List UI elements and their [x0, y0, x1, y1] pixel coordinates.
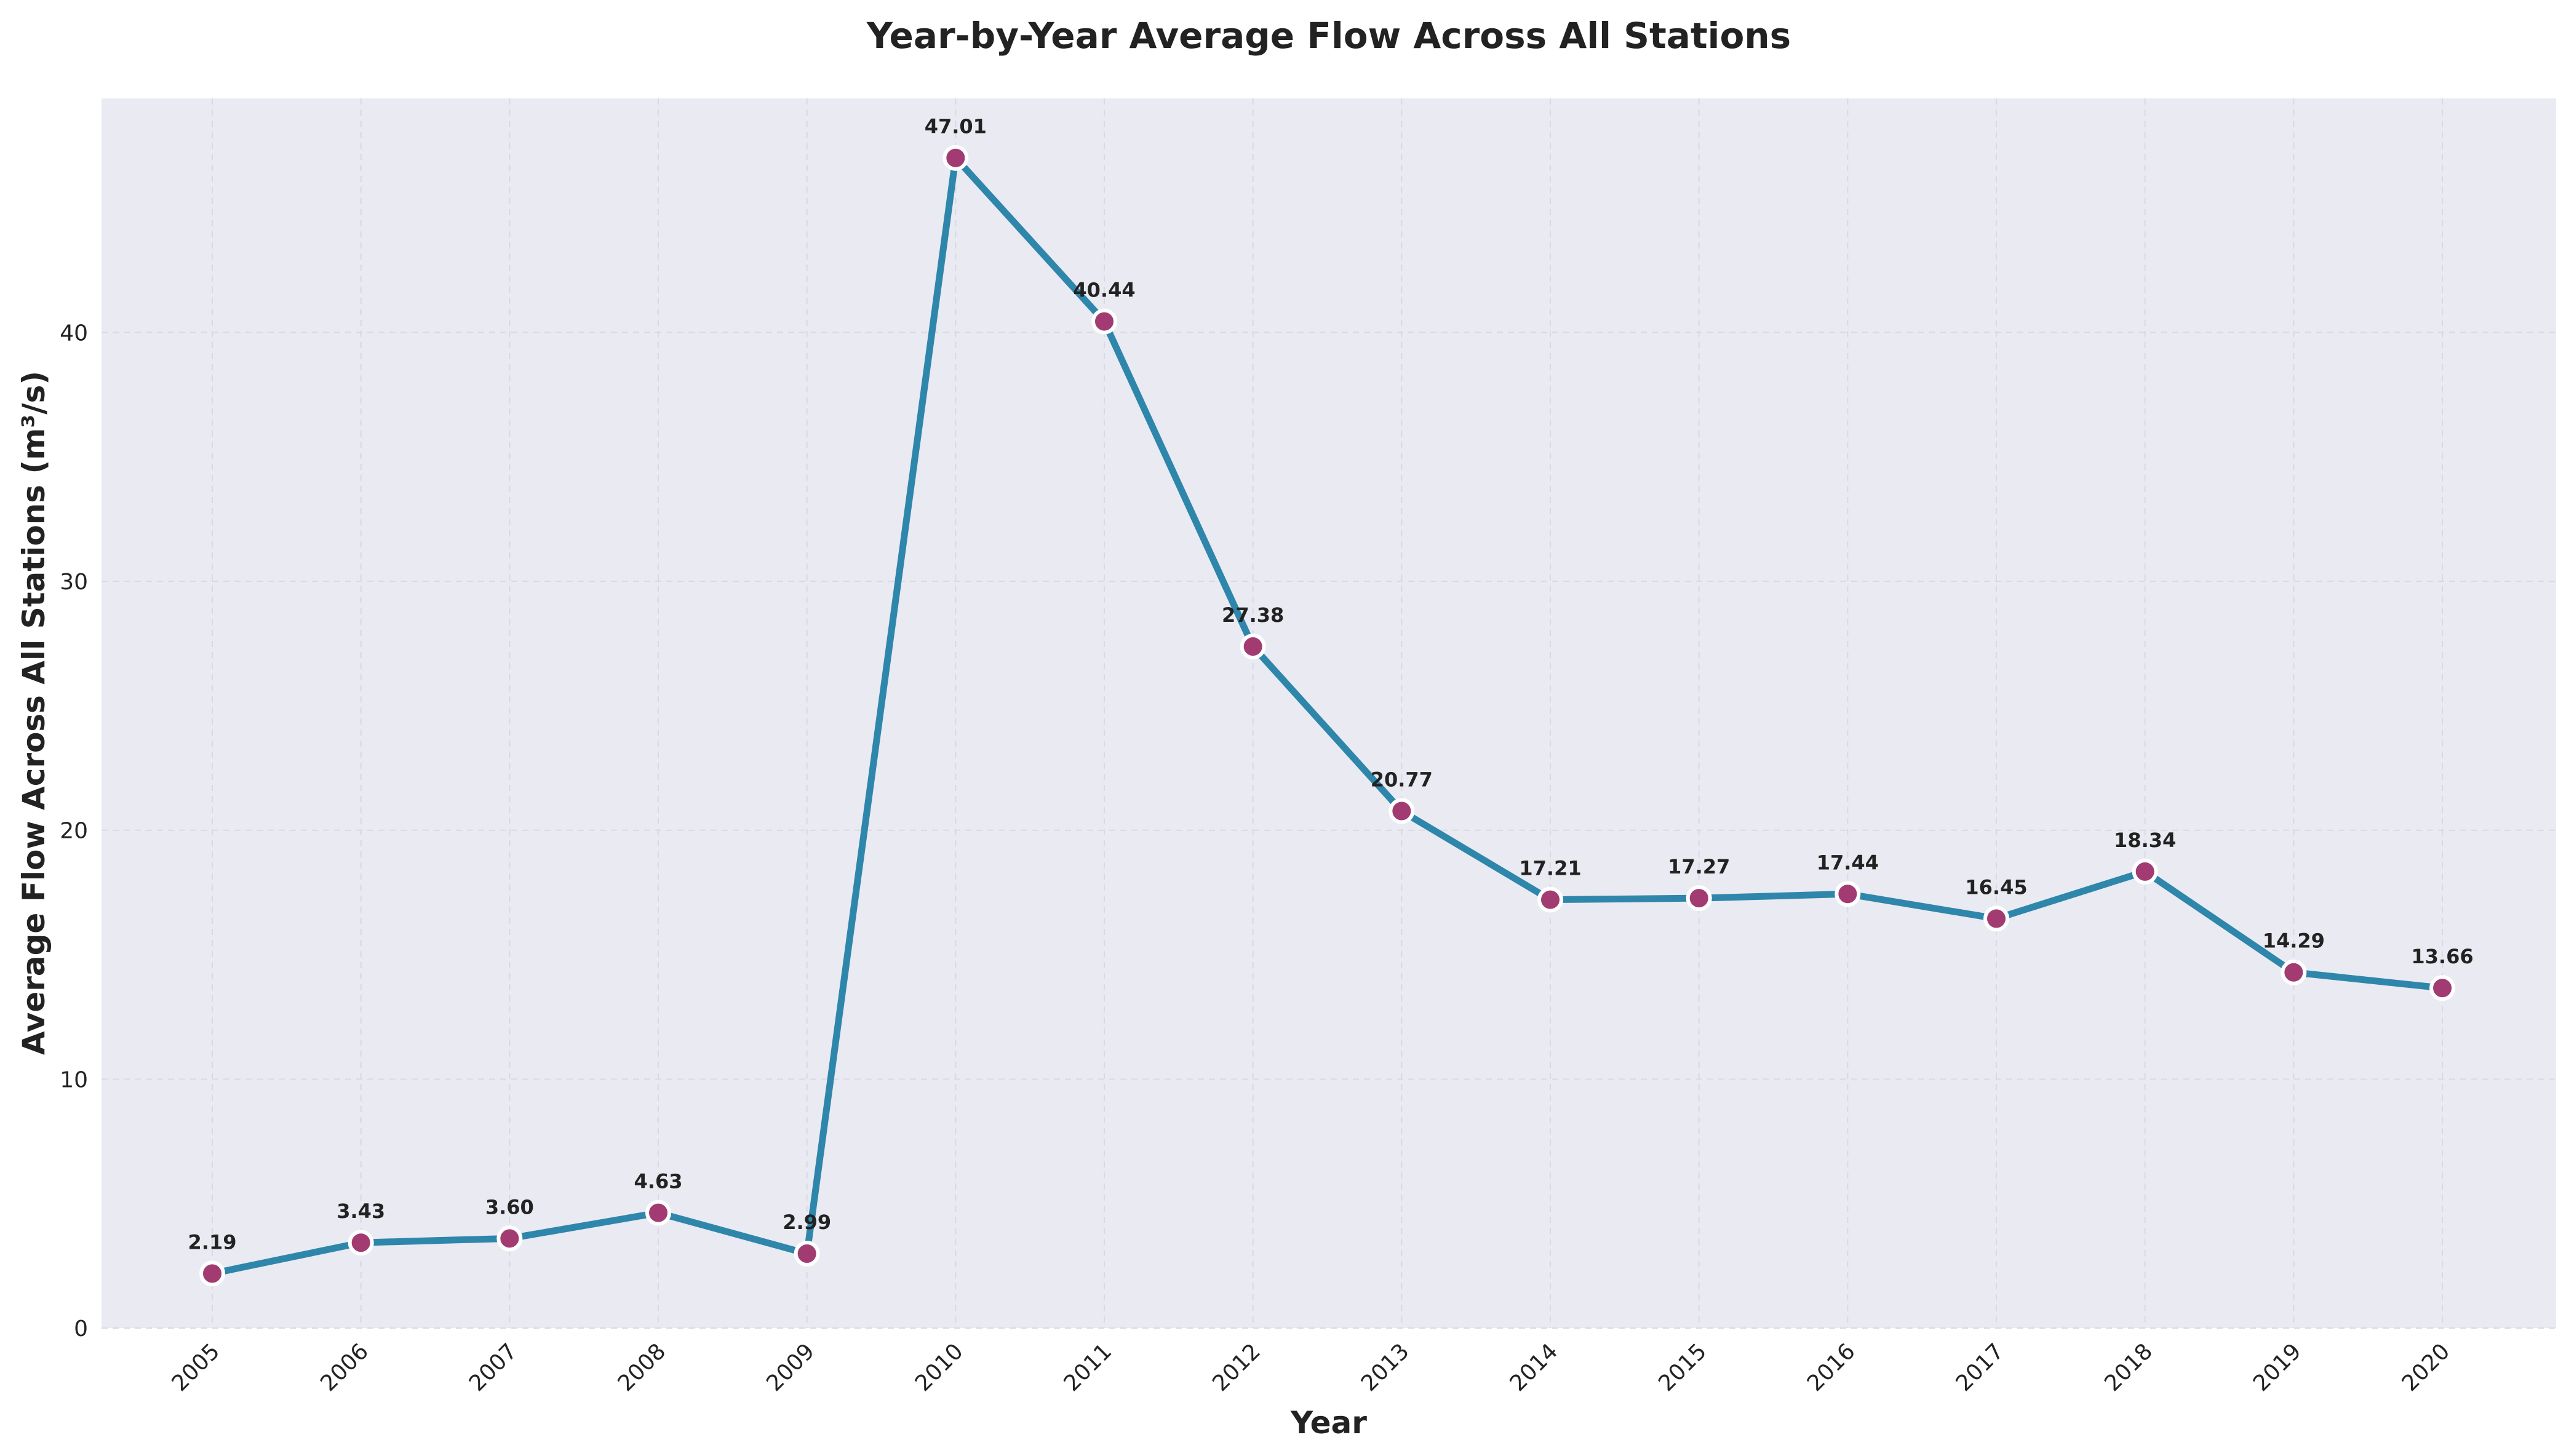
x-tick-label: 2013 — [1357, 1339, 1414, 1396]
data-label: 2.99 — [783, 1211, 831, 1234]
data-point — [199, 1260, 225, 1287]
x-tick-label: 2011 — [1059, 1339, 1117, 1396]
x-axis-label: Year — [1290, 1405, 1367, 1441]
data-point — [348, 1230, 374, 1256]
data-point — [1537, 886, 1563, 913]
x-tick-label: 2015 — [1654, 1339, 1711, 1396]
x-tick-label: 2009 — [762, 1339, 819, 1396]
data-label: 17.44 — [1817, 851, 1879, 874]
y-axis-label: Average Flow Across All Stations (m³/s) — [16, 371, 52, 1055]
y-tick-label: 0 — [74, 1316, 88, 1342]
y-tick-label: 10 — [60, 1067, 88, 1092]
data-point — [1091, 308, 1117, 335]
data-label: 4.63 — [634, 1170, 683, 1193]
data-label: 3.43 — [337, 1199, 385, 1223]
data-point — [2132, 858, 2158, 885]
data-label: 18.34 — [2114, 829, 2176, 852]
series-line — [209, 154, 2446, 1277]
data-label: 20.77 — [1371, 768, 1433, 792]
chart-title: Year-by-Year Average Flow Across All Sta… — [866, 15, 1791, 57]
y-axis-ticks: 0 10 20 30 40 — [60, 320, 88, 1342]
data-point — [942, 145, 969, 171]
data-labels: 2.19 3.43 3.60 4.63 2.99 47.01 40.44 27.38 20.77… — [188, 115, 2474, 1254]
x-tick-label: 2008 — [613, 1339, 671, 1396]
data-label: 14.29 — [2263, 929, 2325, 953]
grid — [102, 98, 2556, 1329]
data-label: 3.60 — [485, 1195, 534, 1219]
markers — [199, 145, 2455, 1287]
x-tick-label: 2019 — [2249, 1339, 2306, 1396]
x-tick-label: 2020 — [2397, 1339, 2455, 1396]
data-point — [1389, 798, 1415, 824]
x-tick-label: 2005 — [167, 1339, 225, 1396]
x-tick-label: 2014 — [1505, 1339, 1563, 1396]
y-tick-label: 40 — [60, 320, 88, 346]
y-tick-label: 20 — [60, 819, 88, 844]
data-point — [794, 1241, 820, 1267]
x-tick-label: 2006 — [316, 1339, 373, 1396]
x-tick-label: 2010 — [910, 1339, 968, 1396]
data-label: 47.01 — [925, 115, 987, 138]
x-axis-ticks: 2005 2006 2007 2008 2009 2010 2011 2012 2013 2014… — [167, 1339, 2455, 1396]
data-label: 17.27 — [1668, 855, 1730, 878]
series-line-group — [209, 154, 2446, 1277]
x-tick-label: 2018 — [2100, 1339, 2158, 1396]
data-label: 2.19 — [188, 1230, 237, 1254]
data-label: 16.45 — [1965, 875, 2027, 899]
data-point — [1240, 634, 1266, 660]
x-tick-label: 2007 — [464, 1339, 522, 1396]
plot-background — [102, 98, 2556, 1328]
x-tick-label: 2016 — [1803, 1339, 1860, 1396]
data-point — [496, 1225, 523, 1252]
data-point — [2281, 959, 2307, 985]
data-label: 13.66 — [2411, 945, 2473, 968]
x-tick-label: 2017 — [1951, 1339, 2009, 1396]
data-point — [1686, 885, 1712, 912]
data-point — [1835, 881, 1861, 907]
data-point — [1983, 905, 2009, 932]
data-label: 40.44 — [1073, 279, 1135, 302]
data-label: 27.38 — [1222, 603, 1284, 627]
data-point — [645, 1199, 671, 1226]
x-tick-label: 2012 — [1208, 1339, 1265, 1396]
data-label: 17.21 — [1519, 857, 1581, 880]
data-point — [2429, 975, 2455, 1001]
y-tick-label: 30 — [60, 570, 88, 595]
